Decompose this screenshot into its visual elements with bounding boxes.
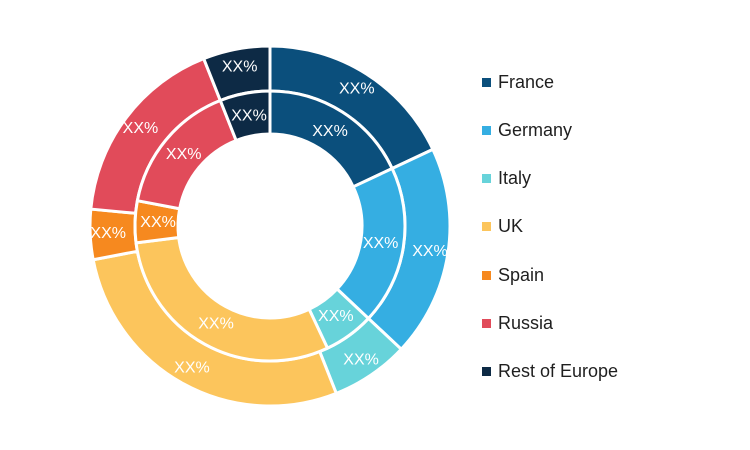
legend-label-spain: Spain <box>498 264 545 285</box>
legend-item-rest-of-europe: Rest of Europe <box>482 360 618 384</box>
legend-swatch-russia <box>482 318 491 328</box>
outer-label-italy: XX% <box>343 351 379 368</box>
legend-item-spain: Spain <box>482 263 618 287</box>
outer-label-france: XX% <box>339 81 375 98</box>
legend-item-uk: UK <box>482 215 618 239</box>
inner-label-italy: XX% <box>318 308 354 325</box>
legend-label-uk: UK <box>498 216 524 237</box>
legend-label-russia: Russia <box>498 312 554 333</box>
legend-item-germany: Germany <box>482 118 618 142</box>
legend-swatch-germany <box>482 125 491 135</box>
inner-slice-rest-of-europe <box>218 89 272 142</box>
inner-label-france: XX% <box>312 123 348 140</box>
inner-ring <box>133 89 407 363</box>
legend-label-france: France <box>498 71 555 92</box>
legend-item-russia: Russia <box>482 311 618 335</box>
outer-label-uk: XX% <box>174 359 210 376</box>
legend-swatch-uk <box>482 222 491 232</box>
slice-labels: XX% XX% XX% XX% XX% XX% XX% XX% XX% XX% XX% XX% XX% X… <box>90 58 447 376</box>
donut-chart: XX% XX% XX% XX% XX% XX% XX% XX% XX% XX% XX% XX% XX% X… <box>88 44 452 408</box>
inner-label-russia: XX% <box>166 146 202 163</box>
outer-ring <box>88 44 452 408</box>
legend-swatch-italy <box>482 174 491 184</box>
legend-label-italy: Italy <box>498 168 532 189</box>
legend-item-france: France <box>482 70 618 94</box>
inner-slice-uk <box>134 236 329 363</box>
outer-label-russia: XX% <box>123 120 159 137</box>
inner-label-germany: XX% <box>363 235 399 252</box>
outer-label-spain: XX% <box>90 225 126 242</box>
inner-label-rest-of-europe: XX% <box>231 107 267 124</box>
legend-swatch-spain <box>482 270 491 280</box>
legend-item-italy: Italy <box>482 167 618 191</box>
legend: France Germany Italy UK Spain Russia Rest of E… <box>482 70 618 408</box>
legend-swatch-rest-of-europe <box>482 367 491 377</box>
inner-label-uk: XX% <box>198 316 234 333</box>
outer-label-germany: XX% <box>412 243 448 260</box>
outer-label-rest-of-europe: XX% <box>222 58 258 75</box>
inner-label-spain: XX% <box>140 214 176 231</box>
legend-label-germany: Germany <box>498 119 573 140</box>
legend-label-rest-of-europe: Rest of Europe <box>498 361 619 382</box>
legend-swatch-france <box>482 77 491 87</box>
